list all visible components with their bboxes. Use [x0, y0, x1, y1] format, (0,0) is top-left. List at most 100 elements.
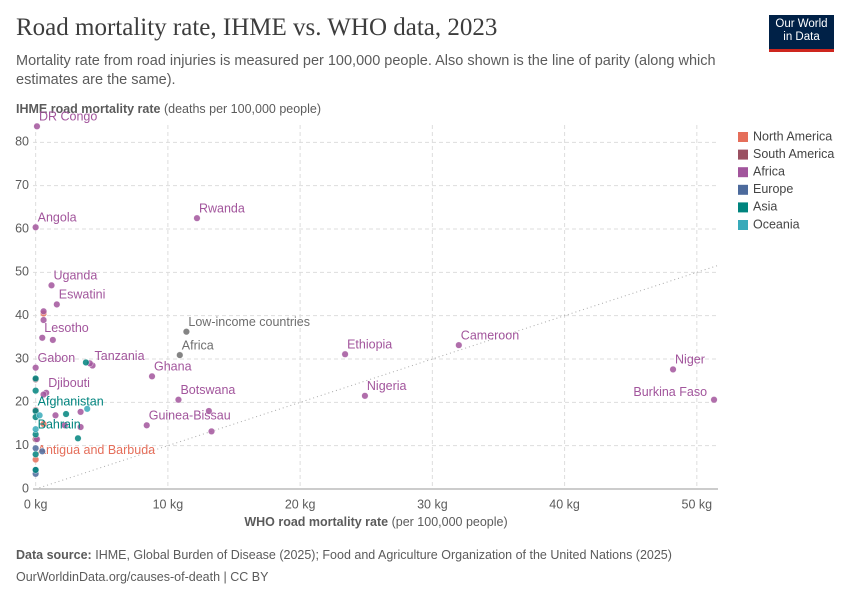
- point-label: Ghana: [154, 360, 192, 374]
- point: [40, 391, 48, 399]
- source-text: IHME, Global Burden of Disease (2025); F…: [95, 548, 672, 562]
- chart: IHME road mortality rate (deaths per 100…: [15, 102, 834, 529]
- logo[interactable]: Our World in Data: [769, 15, 834, 52]
- point-label: Afghanistan: [38, 394, 104, 408]
- legend-swatch: [738, 184, 748, 195]
- y-tick-label: 80: [15, 135, 29, 149]
- point: [77, 423, 85, 431]
- point: [32, 364, 40, 372]
- y-axis-title: IHME road mortality rate (deaths per 100…: [16, 102, 321, 116]
- y-unit: (deaths per 100,000 people): [164, 102, 321, 116]
- point: [74, 434, 82, 442]
- point-label: Cameroon: [461, 328, 519, 342]
- y-tick-label: 10: [15, 438, 29, 452]
- point-label: Nigeria: [367, 379, 407, 393]
- point: [61, 421, 69, 429]
- point: [51, 411, 59, 419]
- legend-label: Africa: [753, 164, 785, 178]
- point: [38, 334, 46, 342]
- point-label: Tanzania: [95, 349, 145, 363]
- point: [174, 396, 182, 404]
- legend-label: Asia: [753, 200, 777, 214]
- x-tick-label: 20 kg: [285, 497, 316, 511]
- logo-line: Our World: [775, 18, 828, 30]
- x-axis-title: WHO road mortality rate (per 100,000 peo…: [244, 515, 507, 529]
- y-tick-label: 20: [15, 395, 29, 409]
- point: [32, 223, 40, 231]
- point: [176, 351, 184, 359]
- logo-line: in Data: [783, 31, 820, 43]
- subtitle: Mortality rate from road injuries is mea…: [16, 53, 716, 88]
- y-tick-label: 30: [15, 351, 29, 365]
- point: [710, 396, 718, 404]
- point: [182, 328, 190, 336]
- point: [77, 408, 85, 416]
- point-label: Eswatini: [59, 288, 106, 302]
- legend-swatch: [738, 132, 748, 142]
- point: [143, 421, 151, 429]
- point: [38, 447, 46, 455]
- point: [208, 427, 216, 435]
- y-tick-label: 40: [15, 308, 29, 322]
- point: [32, 466, 40, 474]
- y-tick-label: 70: [15, 178, 29, 192]
- point-label: Guinea-Bissau: [149, 409, 231, 423]
- point-label: Africa: [182, 338, 214, 352]
- x-tick-label: 50 kg: [682, 497, 713, 511]
- point-label: Djibouti: [48, 376, 90, 390]
- x-tick-label: 0 kg: [24, 497, 48, 511]
- point: [205, 407, 213, 415]
- point: [32, 444, 40, 452]
- point: [32, 450, 40, 458]
- point-label: DR Congo: [39, 110, 97, 124]
- point: [40, 307, 48, 315]
- point: [83, 405, 91, 413]
- x-tick-label: 10 kg: [153, 497, 184, 511]
- y-title: IHME road mortality rate: [16, 102, 161, 116]
- point: [32, 387, 40, 395]
- point: [62, 410, 70, 418]
- point: [341, 350, 349, 358]
- legend-swatch: [738, 167, 748, 178]
- x-unit: (per 100,000 people): [392, 515, 508, 529]
- point: [48, 281, 56, 289]
- x-tick-label: 40 kg: [549, 497, 580, 511]
- point-label: Angola: [38, 211, 77, 225]
- point: [32, 425, 40, 433]
- source-label: Data source:: [16, 548, 92, 562]
- point-label: Burkina Faso: [633, 385, 707, 399]
- point: [32, 375, 40, 383]
- point: [53, 300, 61, 308]
- point-label: Botswana: [180, 383, 235, 397]
- legend-label: Europe: [753, 182, 793, 196]
- legend-label: South America: [753, 147, 834, 161]
- point-label: Ethiopia: [347, 338, 392, 352]
- point-label: Gabon: [38, 351, 76, 365]
- y-tick-label: 50: [15, 265, 29, 279]
- point-label: Bahrain: [38, 418, 81, 432]
- point: [148, 372, 156, 380]
- point: [361, 392, 369, 400]
- point: [193, 214, 201, 222]
- legend-swatch: [738, 149, 748, 160]
- legend-label: Oceania: [753, 217, 800, 231]
- point-label: Rwanda: [199, 201, 245, 215]
- y-tick-label: 0: [22, 481, 29, 495]
- point: [40, 316, 48, 324]
- legend-swatch: [738, 220, 748, 230]
- url[interactable]: OurWorldinData.org/causes-of-death | CC …: [16, 570, 269, 584]
- point: [49, 336, 57, 344]
- source: Data source: IHME, Global Burden of Dise…: [16, 548, 672, 562]
- point-label: Low-income countries: [188, 315, 310, 329]
- point: [669, 365, 677, 373]
- x-tick-label: 30 kg: [417, 497, 448, 511]
- point: [455, 341, 463, 349]
- point-label: Lesotho: [44, 321, 89, 335]
- x-title: WHO road mortality rate: [244, 515, 388, 529]
- legend-swatch: [738, 202, 748, 213]
- y-tick-label: 60: [15, 221, 29, 235]
- point-label: Niger: [675, 353, 705, 367]
- point: [33, 122, 41, 130]
- point: [82, 358, 90, 366]
